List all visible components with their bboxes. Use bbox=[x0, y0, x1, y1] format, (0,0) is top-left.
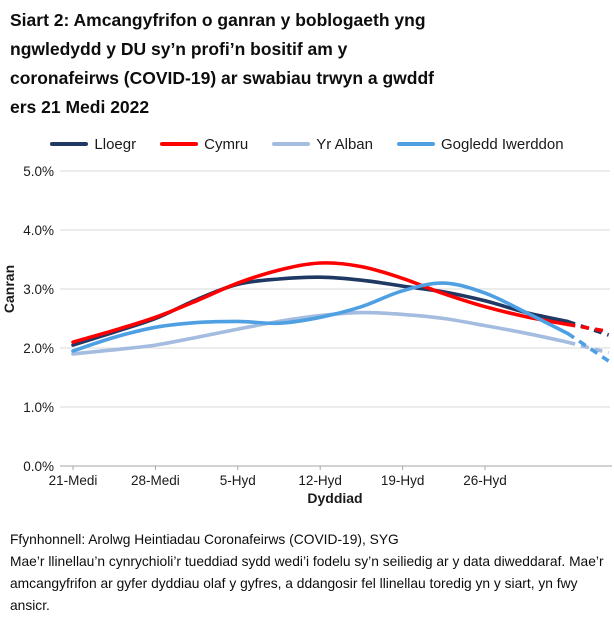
y-tick-label: 4.0% bbox=[23, 223, 54, 238]
x-tick-label: 26-Hyd bbox=[463, 473, 507, 488]
title-line-2: ngwledydd y DU sy’n profi’n bositif am y bbox=[10, 39, 348, 59]
x-tick-label: 21-Medi bbox=[49, 473, 98, 488]
legend-item-yr-alban: Yr Alban bbox=[272, 136, 373, 153]
legend-swatch bbox=[160, 142, 199, 146]
legend-swatch bbox=[397, 142, 435, 146]
legend-label: Cymru bbox=[204, 135, 249, 153]
title-line-4: ers 21 Medi 2022 bbox=[10, 97, 150, 117]
note-text: Mae’r llinellau’n cynrychioli’r tueddiad… bbox=[10, 554, 604, 613]
y-axis-title: Canran bbox=[1, 265, 17, 313]
legend-item-cymru: Cymru bbox=[160, 136, 248, 153]
chart-legend: Lloegr Cymru Yr Alban Gogledd Iwerddon bbox=[0, 134, 614, 154]
legend-label: Gogledd Iwerddon bbox=[441, 135, 564, 153]
series-line-lloegr bbox=[71, 275, 570, 347]
y-tick-label: 5.0% bbox=[23, 164, 54, 179]
legend-label: Lloegr bbox=[94, 135, 137, 153]
series-line-dashed-yr-alban bbox=[566, 340, 610, 355]
x-tick-label: 28-Medi bbox=[131, 473, 180, 488]
page-title: Siart 2: Amcangyfrifon o ganran y boblog… bbox=[10, 6, 606, 122]
source-text: Ffynhonnell: Arolwg Heintiadau Coronafei… bbox=[10, 532, 399, 547]
x-tick-label: 12-Hyd bbox=[298, 473, 342, 488]
x-tick-label: 5-Hyd bbox=[220, 473, 256, 488]
chart-footer: Ffynhonnell: Arolwg Heintiadau Coronafei… bbox=[10, 529, 610, 617]
legend-item-lloegr: Lloegr bbox=[50, 136, 136, 153]
title-line-3: coronafeirws (COVID-19) ar swabiau trwyn… bbox=[10, 68, 434, 88]
series-line-gogledd-iwerddon bbox=[71, 281, 570, 353]
x-tick-label: 19-Hyd bbox=[381, 473, 425, 488]
line-chart: 0.0% 1.0% 2.0% 3.0% 4.0% 5.0% 21-Medi 28-Medi 5-… bbox=[1, 164, 612, 506]
series-line-cymru bbox=[71, 261, 570, 344]
series-line-dashed-cymru bbox=[567, 322, 609, 334]
legend-swatch bbox=[272, 142, 311, 146]
legend-swatch bbox=[50, 142, 89, 146]
legend-item-gogledd-iwerddon: Gogledd Iwerddon bbox=[397, 136, 564, 153]
y-tick-label: 1.0% bbox=[23, 400, 54, 415]
x-axis-title: Dyddiad bbox=[307, 490, 362, 506]
legend-label: Yr Alban bbox=[316, 135, 373, 153]
y-tick-label: 0.0% bbox=[23, 459, 54, 474]
y-tick-label: 3.0% bbox=[23, 282, 54, 297]
title-line-1: Siart 2: Amcangyfrifon o ganran y boblog… bbox=[10, 10, 426, 30]
y-tick-label: 2.0% bbox=[23, 341, 54, 356]
